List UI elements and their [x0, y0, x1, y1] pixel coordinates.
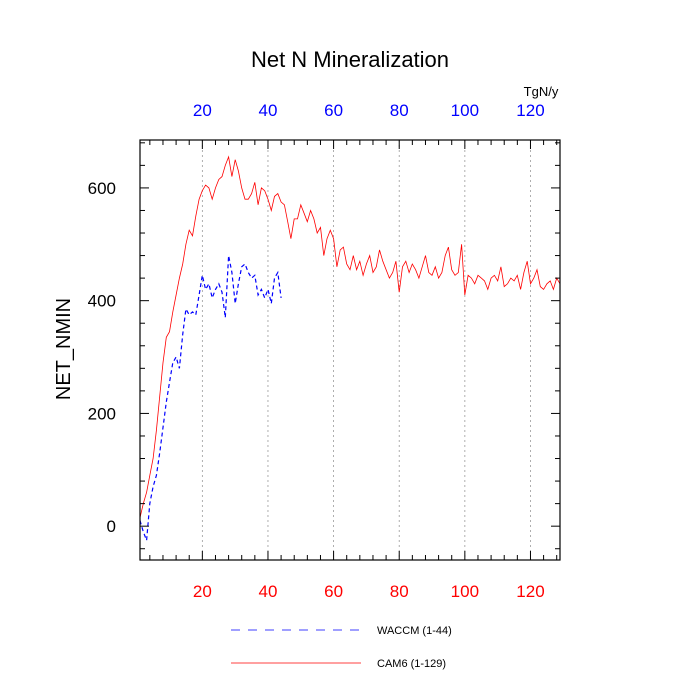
x-tick-label-top-100: 100: [451, 101, 479, 120]
y-axis-label: NET_NMIN: [53, 298, 75, 400]
tick-labels: 20 20 40 40 60 60 80 80 100 100 120 120 0 200 400 600: [88, 101, 545, 601]
x-tick-label-top-60: 60: [324, 101, 343, 120]
series-line-cam6: [139, 155, 561, 518]
chart-title: Net N Mineralization: [251, 47, 449, 72]
top-axis-unit: TgN/y: [524, 84, 559, 99]
y-tick-label-400: 400: [88, 292, 116, 311]
x-tick-label-bottom-20: 20: [193, 582, 212, 601]
y-tick-label-0: 0: [107, 517, 116, 536]
axis-ticks: [140, 140, 560, 560]
series-lines: [139, 155, 561, 541]
x-tick-label-top-120: 120: [516, 101, 544, 120]
y-tick-label-600: 600: [88, 179, 116, 198]
legend-label-waccm: WACCM (1-44): [377, 625, 452, 637]
plot-frame: [139, 139, 561, 561]
x-tick-label-top-80: 80: [390, 101, 409, 120]
x-tick-label-bottom-100: 100: [451, 582, 479, 601]
grid-lines: [201, 140, 531, 560]
x-tick-label-bottom-40: 40: [259, 582, 278, 601]
y-tick-label-200: 200: [88, 404, 116, 423]
series-line-waccm: [139, 255, 282, 541]
x-tick-label-top-40: 40: [259, 101, 278, 120]
x-tick-label-bottom-80: 80: [390, 582, 409, 601]
x-tick-label-top-20: 20: [193, 101, 212, 120]
x-tick-label-bottom-120: 120: [516, 582, 544, 601]
legend: WACCM (1-44) CAM6 (1-129): [231, 625, 452, 670]
legend-label-cam6: CAM6 (1-129): [377, 658, 446, 670]
x-tick-label-bottom-60: 60: [324, 582, 343, 601]
